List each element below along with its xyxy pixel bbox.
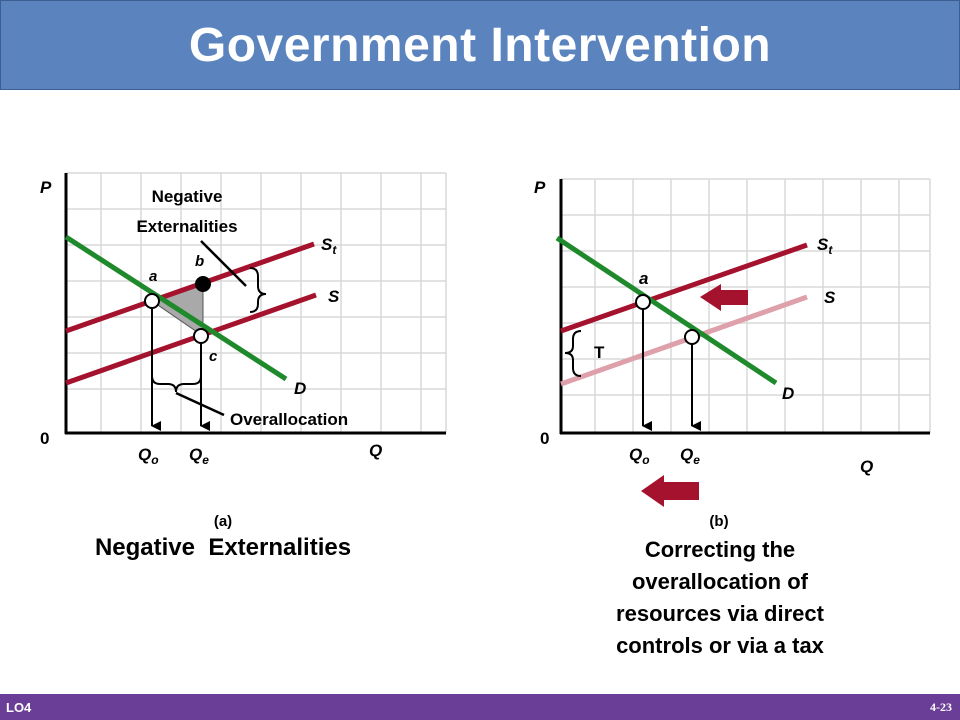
panel-a-point-c [193, 328, 209, 344]
panel-a: P 0 Q Negative Externalities St S D a b … [40, 172, 447, 530]
panel-a-axis-p: P [40, 178, 52, 197]
panel-b-label-t: T [594, 343, 605, 362]
panel-b-label-qo: Qo [629, 445, 650, 467]
panel-a-externality-brace [249, 267, 267, 313]
panel-b-tax-brace [564, 330, 582, 377]
panel-a-axis-q: Q [369, 441, 382, 460]
panel-a-overallocation-brace [151, 375, 202, 393]
panel-b: P 0 Q St S D a T Qo Qe (b) [534, 178, 931, 530]
footer-bar: LO4 4-23 [0, 694, 960, 720]
panel-b-quantity-shift-arrow [641, 475, 699, 507]
panel-b-caption-line1: Correcting the [644, 537, 796, 562]
panel-a-curve-s [65, 292, 317, 386]
panel-b-label-s: S [824, 288, 836, 307]
panel-b-caption-line2: overallocation of [631, 569, 809, 594]
panel-a-label-d: D [294, 379, 306, 398]
panel-a-label-qe-sub: e [202, 453, 209, 467]
panel-b-caption-line4: controls or via a tax [616, 633, 824, 658]
panel-b-label-a: a [639, 269, 648, 288]
panel-b-label-qo-main: Q [629, 445, 642, 464]
panel-b-caption-line3: resources via direct [616, 601, 824, 626]
panel-a-caption: Negative Externalities [94, 534, 352, 561]
panel-a-label-c: c [209, 348, 218, 365]
panel-a-label-qe-main: Q [189, 445, 202, 464]
panel-b-label-st-main: S [817, 235, 829, 254]
panel-a-point-a [144, 293, 160, 309]
panel-b-label-qe-main: Q [680, 445, 693, 464]
panel-a-label: (a) [214, 513, 232, 530]
footer-lo: LO4 [6, 700, 32, 715]
panel-a-label-st-sub: t [332, 243, 337, 257]
panel-a-curve-d [64, 234, 288, 382]
footer-page-number: 4-23 [930, 700, 952, 714]
panel-b-curve-st [560, 242, 808, 334]
panel-a-label-a: a [149, 268, 157, 285]
panel-b-axis-p: P [534, 178, 546, 197]
panel-b-label-qe-sub: e [693, 453, 700, 467]
panel-b-label-d: D [782, 384, 794, 403]
panel-b-point-a [635, 294, 651, 310]
panel-a-label-b: b [195, 253, 204, 270]
panel-a-label-qo: Qo [138, 445, 159, 467]
panel-a-point-b [195, 276, 211, 292]
panel-b-origin: 0 [540, 429, 549, 448]
panel-b-label-st-sub: t [828, 243, 833, 257]
panel-a-origin: 0 [40, 429, 49, 448]
panel-b-caption: Correcting the overallocation of resourc… [540, 534, 900, 662]
panel-b-label: (b) [709, 513, 728, 530]
panel-a-annotation-line2: Externalities [136, 217, 237, 236]
panel-a-label-s: S [328, 287, 340, 306]
panel-b-axis-q: Q [860, 457, 873, 476]
panel-b-grid [561, 178, 931, 433]
panel-a-annotation-line1: Negative [152, 187, 223, 206]
title-bar: Government Intervention [0, 0, 960, 90]
panel-b-curve-s [560, 294, 808, 387]
panel-b-label-st: St [817, 235, 833, 257]
panel-a-overallocation-pointer [175, 391, 225, 417]
panel-b-label-qo-sub: o [642, 453, 649, 467]
panel-b-label-qe: Qe [680, 445, 700, 467]
panel-b-point-e [684, 329, 700, 345]
panel-b-supply-shift-arrow [700, 284, 748, 311]
panel-a-label-st-main: S [321, 235, 333, 254]
panel-a-grid [66, 172, 447, 433]
panel-a-annotation-pointer [200, 240, 247, 287]
panel-a-label-qo-sub: o [151, 453, 158, 467]
panel-a-overallocation-label: Overallocation [230, 410, 348, 429]
page-title: Government Intervention [188, 18, 772, 72]
panel-b-curve-d [555, 235, 778, 386]
panel-a-label-st: St [321, 235, 337, 257]
panel-a-label-qo-main: Q [138, 445, 151, 464]
panel-a-curve-st [65, 241, 315, 334]
panel-a-label-qe: Qe [189, 445, 209, 467]
